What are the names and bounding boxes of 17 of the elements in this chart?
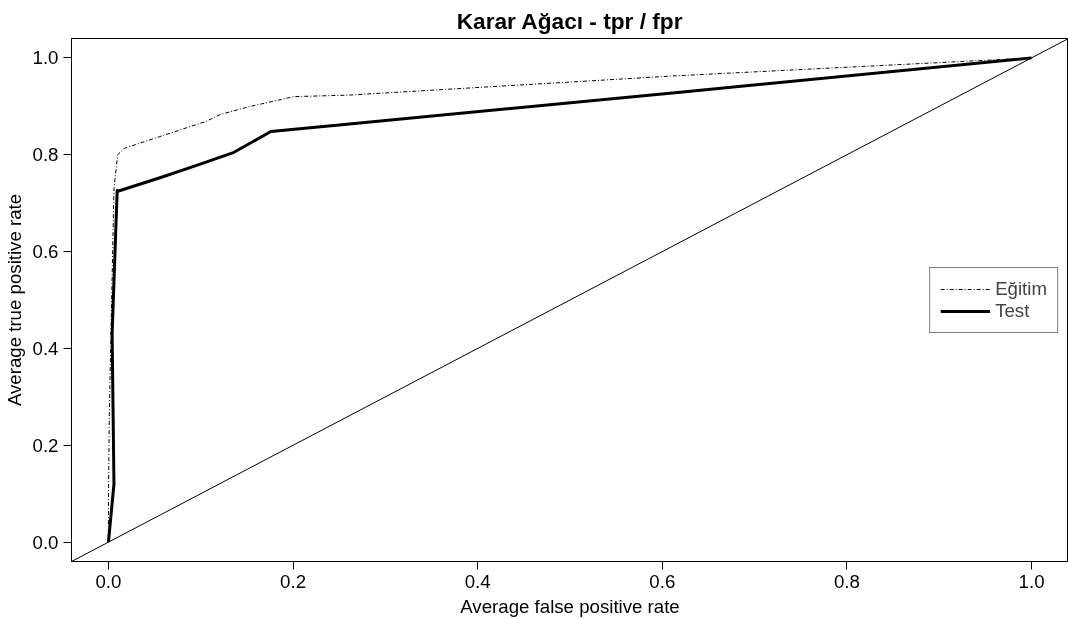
x-axis-title: Average false positive rate — [460, 595, 680, 617]
x-tick-label: 0.4 — [464, 570, 491, 592]
x-tick-label: 1.0 — [1018, 570, 1045, 592]
x-tick-label: 0.6 — [649, 570, 676, 592]
y-tick-label: 0.4 — [32, 337, 59, 359]
y-tick-label: 0.8 — [32, 144, 59, 166]
x-tick-label: 0.2 — [280, 570, 307, 592]
x-tick-label: 0.0 — [95, 570, 122, 592]
y-tick-label: 0.6 — [32, 241, 59, 263]
y-tick-label: 1.0 — [32, 47, 59, 69]
y-tick-label: 0.0 — [32, 531, 59, 553]
legend-label: Test — [995, 299, 1030, 322]
y-tick-label: 0.2 — [32, 434, 59, 456]
y-axis-title: Average true positive rate — [3, 193, 25, 407]
legend-label: Eğitim — [995, 277, 1047, 300]
x-tick-label: 0.8 — [833, 570, 860, 592]
chart-title: Karar Ağacı - tpr / fpr — [456, 7, 683, 34]
